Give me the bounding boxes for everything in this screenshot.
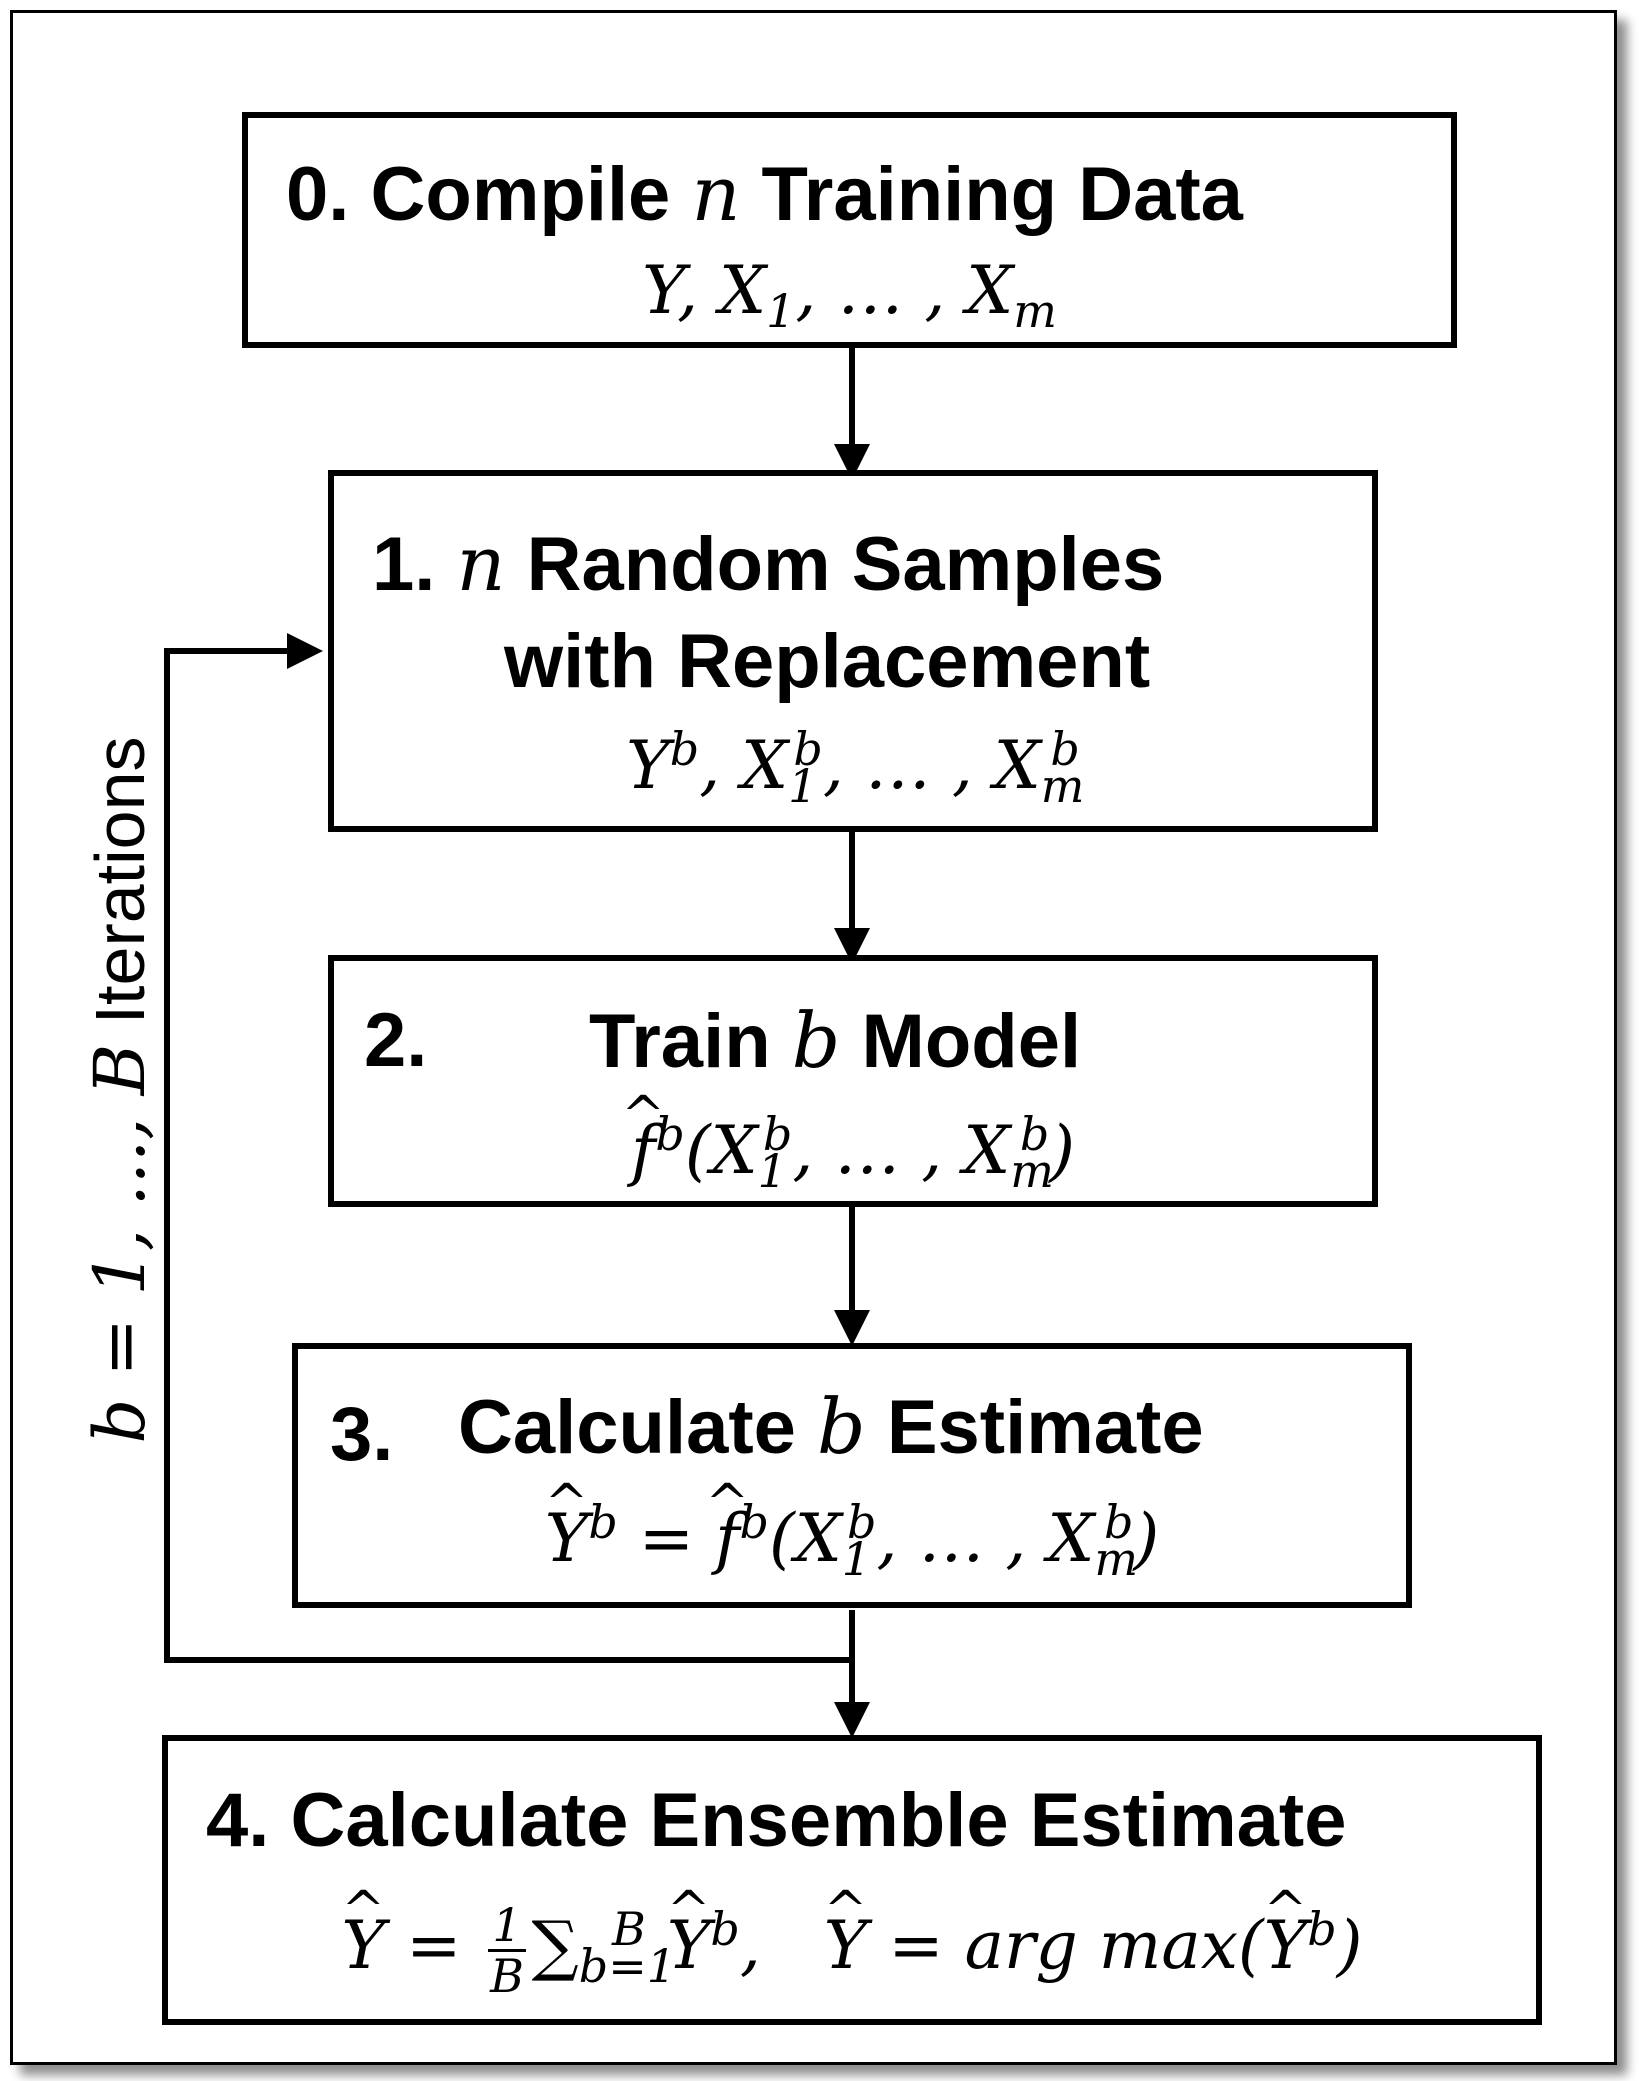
iterations-label-post: Iterations [81, 736, 159, 1044]
step-4-title-text: Calculate Ensemble Estimate [290, 1778, 1347, 1863]
step-1-formula: Yb, X1b, … , Xmb [626, 722, 1085, 814]
step-4-formula: Y = 1B∑b=1B Yb, Y = arg max(Yb) [168, 1901, 1536, 2001]
step-4-box: 4. Calculate Ensemble Estimate Y = 1B∑b=… [162, 1735, 1542, 2025]
iterations-label: b = 1, ..., B Iterations [79, 736, 161, 1443]
step-1-title-line1: 1. n Random Samples [372, 526, 1164, 603]
step-2-title-var: b [791, 996, 841, 1085]
loop-back-line [164, 633, 852, 1663]
step-0-number: 0. [286, 152, 350, 237]
step-1-title-line2: with Replacement [504, 619, 1151, 704]
step-2-title-post: Model [861, 999, 1082, 1084]
step-1-box: 1. n Random Samples with Replacement Yb,… [328, 470, 1378, 832]
step-3-title: Calculate b Estimate [458, 1389, 1204, 1466]
step-0-title: 0. Compile n Training Data [286, 156, 1243, 233]
step-3-title-var: b [817, 1382, 866, 1471]
step-1-title-line1-text: Random Samples [526, 522, 1165, 607]
step-2-title: Train b Model [589, 1003, 1081, 1080]
step-4-number: 4. [206, 1778, 270, 1863]
step-2-box: 2. Train b Model fb(X1b, … , Xmb) [328, 955, 1378, 1207]
step-0-title-post: Training Data [761, 152, 1243, 237]
step-3-title-post: Estimate [886, 1385, 1204, 1470]
step-3-title-pre: Calculate [458, 1385, 796, 1470]
step-0-formula: Y, X1, … , Xm [642, 252, 1057, 339]
iterations-label-pre: b = 1, ..., [79, 1095, 161, 1444]
step-3-number: 3. [330, 1392, 394, 1477]
step-1-number: 1. [372, 522, 436, 607]
step-3-formula: Yb = fb(X1b, … , Xmb) [298, 1499, 1406, 1582]
step-0-title-pre: Compile [370, 152, 671, 237]
step-2-title-pre: Train [589, 999, 771, 1084]
step-1-title-var: n [456, 519, 506, 608]
step-2-number: 2. [364, 998, 428, 1083]
step-0-box: 0. Compile n Training Data Y, X1, … , Xm [242, 112, 1457, 348]
step-4-title: 4. Calculate Ensemble Estimate [206, 1783, 1347, 1859]
iterations-label-var: B [79, 1043, 161, 1096]
step-0-title-var: n [691, 149, 741, 238]
step-2-formula: fb(X1b, … , Xmb) [334, 1111, 1372, 1194]
step-3-box: 3. Calculate b Estimate Yb = fb(X1b, … ,… [292, 1343, 1412, 1608]
